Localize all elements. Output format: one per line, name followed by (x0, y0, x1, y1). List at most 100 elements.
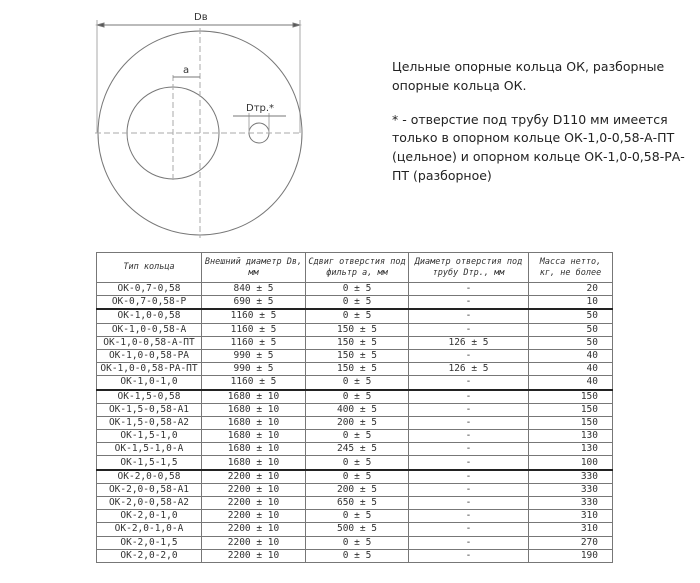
table-cell: 270 (528, 535, 613, 550)
table-cell: 150 (528, 415, 613, 431)
table-cell: - (408, 548, 529, 563)
table-cell: 150 ± 5 (305, 322, 409, 337)
table-cell: 150 ± 5 (305, 348, 409, 364)
notes: Цельные опорные кольца ОК, разборные опо… (392, 58, 692, 201)
table-cell: 1680 ± 10 (201, 455, 306, 471)
table-cell: - (408, 429, 529, 444)
table-cell: 0 ± 5 (305, 281, 409, 297)
table-cell: ОК-2,0-1,0 (96, 509, 202, 524)
table-cell: 0 ± 5 (305, 375, 409, 390)
table-cell: 0 ± 5 (305, 429, 409, 444)
table-cell: ОК-1,5-1,0-А (96, 442, 202, 457)
table-row: ОК-1,5-1,0 1680 ± 10 0 ± 5-130 (96, 429, 613, 444)
table-cell: ОК-2,0-1,5 (96, 535, 202, 550)
table-cell: 1680 ± 10 (201, 402, 306, 417)
table-cell: 150 (528, 388, 613, 404)
table-cell: ОК-1,0-0,58-РА-ПТ (96, 362, 202, 377)
table-cell: 1160 ± 5 (201, 335, 306, 350)
table-cell: - (408, 442, 529, 457)
table-cell: - (408, 482, 529, 498)
table-cell: 2200 ± 10 (201, 548, 306, 563)
outer-diameter-label: Dв (194, 12, 208, 23)
column-header: Диаметр отверстия под трубу Dтр., мм (408, 252, 529, 283)
table-cell: - (408, 415, 529, 431)
table-cell: - (408, 348, 529, 364)
note-footnote: * - отверстие под трубу D110 мм имеется … (392, 111, 685, 183)
table-cell: 1160 ± 5 (201, 322, 306, 337)
table-row: ОК-2,0-1,0 2200 ± 10 0 ± 5-310 (96, 509, 613, 524)
column-header: Масса нетто, кг, не более (528, 252, 613, 283)
table-cell: 330 (528, 495, 613, 511)
table-cell: 840 ± 5 (201, 281, 306, 297)
table-cell: 0 ± 5 (305, 548, 409, 563)
table-cell: 2200 ± 10 (201, 468, 306, 484)
table-cell: - (408, 455, 529, 471)
table-cell: 40 (528, 362, 613, 377)
table-row: ОК-1,5-0,58 1680 ± 10 0 ± 5-150 (96, 388, 613, 404)
table-row: ОК-1,5-1,5 1680 ± 10 0 ± 5-100 (96, 455, 613, 471)
table-row: ОК-1,0-0,58-А-ПТ 1160 ± 5 150 ± 5 126 ± 5 50 (96, 335, 613, 350)
table-cell: 150 (528, 402, 613, 417)
table-cell: 50 (528, 322, 613, 337)
table-cell: 126 ± 5 (408, 335, 529, 350)
table-cell: ОК-1,5-1,0 (96, 429, 202, 444)
table-cell: ОК-1,0-1,0 (96, 375, 202, 390)
table-cell: - (408, 322, 529, 337)
table-cell: ОК-0,7-0,58 (96, 281, 202, 297)
table-cell: 50 (528, 335, 613, 350)
table-cell: 310 (528, 509, 613, 524)
rings-table: Тип кольца Внешний диаметр Dв, мм Сдвиг от… (96, 252, 613, 563)
table-cell: 2200 ± 10 (201, 535, 306, 550)
table-cell: 126 ± 5 (408, 362, 529, 377)
table-cell: 650 ± 5 (305, 495, 409, 511)
table-cell: - (408, 495, 529, 511)
table-cell: 0 ± 5 (305, 509, 409, 524)
table-cell: 40 (528, 348, 613, 364)
table-row: ОК-1,0-0,58-РА-ПТ 990 ± 5 150 ± 5 126 ± 5 40 (96, 362, 613, 377)
table-cell: - (408, 308, 529, 324)
table-cell: ОК-1,5-0,58-А2 (96, 415, 202, 431)
table-row: ОК-2,0-0,58-А1 2200 ± 10 200 ± 5-330 (96, 482, 613, 498)
table-cell: 0 ± 5 (305, 455, 409, 471)
column-header: Внешний диаметр Dв, мм (201, 252, 306, 283)
table-cell: 0 ± 5 (305, 535, 409, 550)
table-cell: 2200 ± 10 (201, 495, 306, 511)
table-cell: - (408, 281, 529, 297)
table-cell: - (408, 468, 529, 484)
table-cell: - (408, 402, 529, 417)
table-cell: 2200 ± 10 (201, 509, 306, 524)
table-cell: ОК-2,0-0,58-А1 (96, 482, 202, 498)
table-cell: 1680 ± 10 (201, 415, 306, 431)
table-cell: 0 ± 5 (305, 468, 409, 484)
column-header: Сдвиг отверстия под фильтр a, мм (305, 252, 409, 283)
table-cell: ОК-2,0-0,58 (96, 468, 202, 484)
table-cell: - (408, 509, 529, 524)
table-row: ОК-1,5-0,58-А1 1680 ± 10 400 ± 5-150 (96, 402, 613, 417)
table-cell: - (408, 375, 529, 390)
table-cell: 990 ± 5 (201, 362, 306, 377)
table-cell: ОК-1,5-0,58 (96, 388, 202, 404)
table-cell: ОК-1,0-0,58 (96, 308, 202, 324)
table-cell: 1680 ± 10 (201, 429, 306, 444)
offset-label: a (183, 65, 189, 76)
table-cell: 0 ± 5 (305, 388, 409, 404)
table-row: ОК-2,0-1,5 2200 ± 10 0 ± 5-270 (96, 535, 613, 550)
table-cell: 0 ± 5 (305, 295, 409, 310)
table-cell: ОК-2,0-2,0 (96, 548, 202, 563)
table-cell: - (408, 388, 529, 404)
table-cell: 190 (528, 548, 613, 563)
table-cell: 2200 ± 10 (201, 522, 306, 537)
table-cell: ОК-1,0-0,58-А (96, 322, 202, 337)
table-cell: 0 ± 5 (305, 308, 409, 324)
table-cell: 690 ± 5 (201, 295, 306, 310)
table-cell: 1160 ± 5 (201, 375, 306, 390)
table-cell: 400 ± 5 (305, 402, 409, 417)
table-cell: 100 (528, 455, 613, 471)
table-cell: ОК-2,0-0,58-А2 (96, 495, 202, 511)
table-row: ОК-1,5-1,0-А 1680 ± 10 245 ± 5-130 (96, 442, 613, 457)
table-cell: 20 (528, 281, 613, 297)
table-cell: ОК-0,7-0,58-Р (96, 295, 202, 310)
